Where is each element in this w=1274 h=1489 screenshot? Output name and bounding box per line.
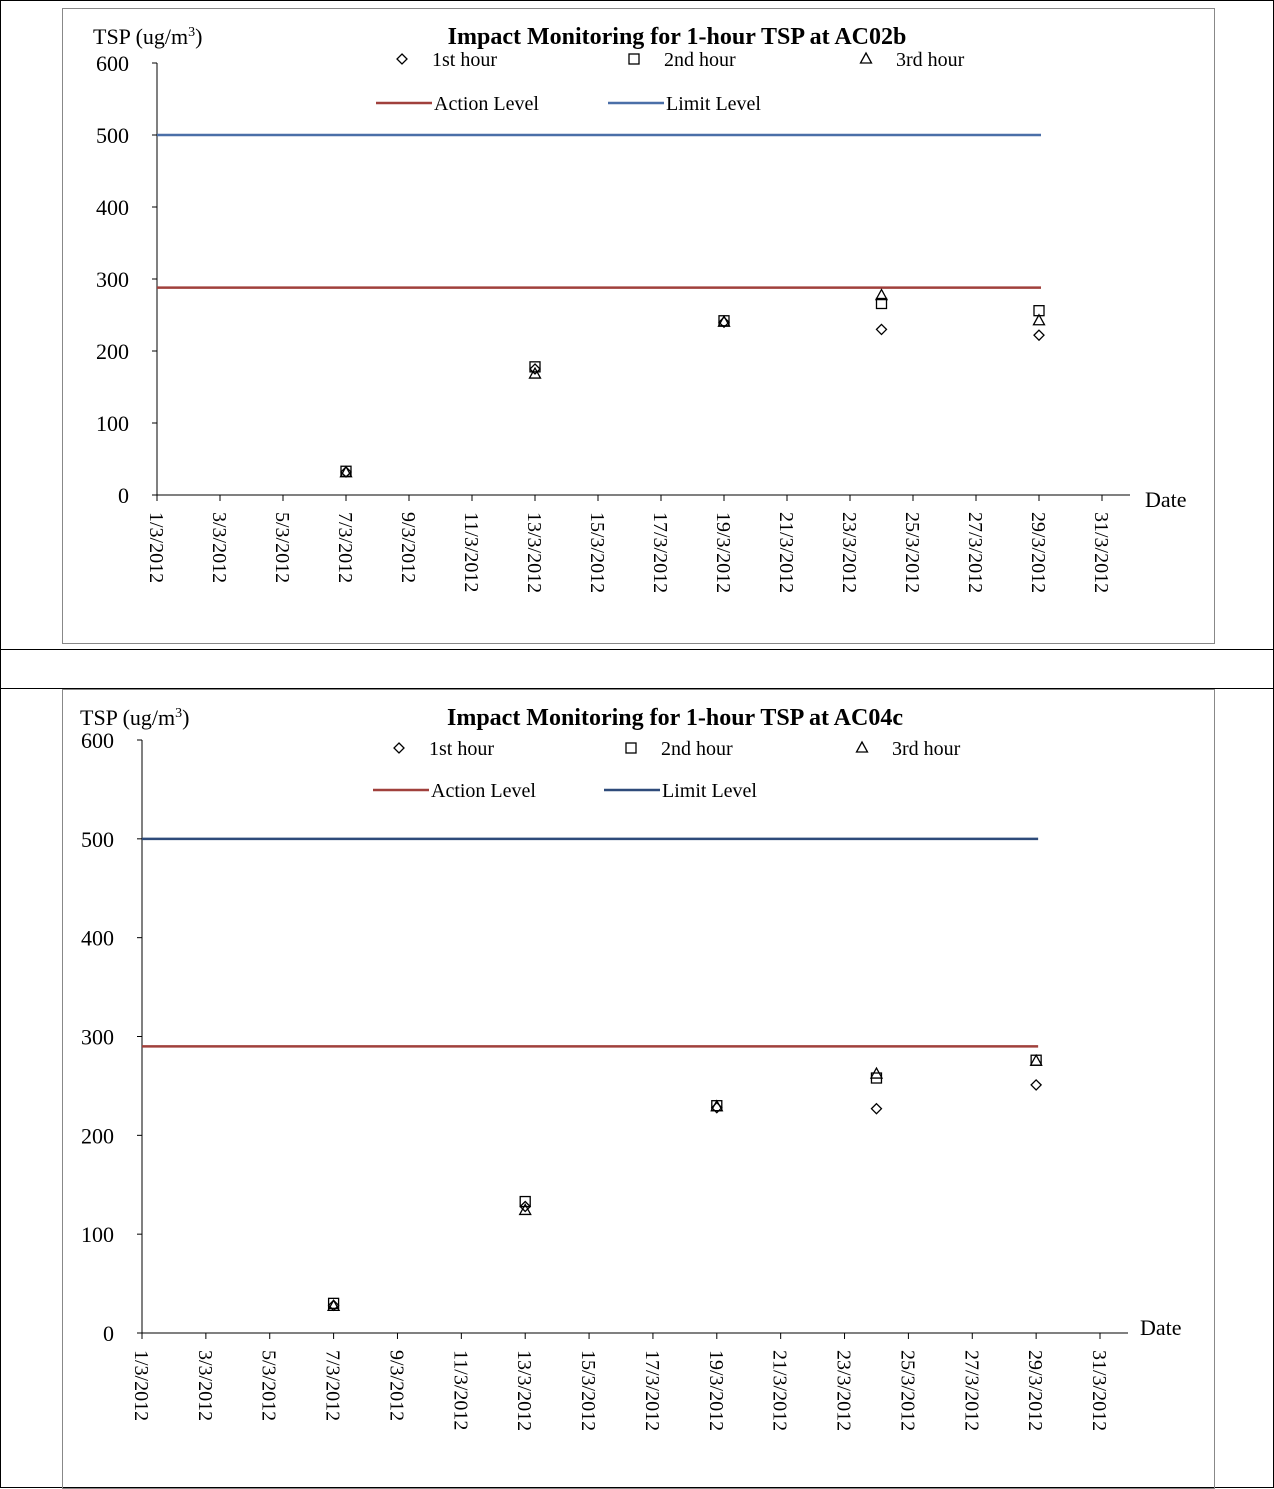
y-axis-label: TSP (ug/m3) [80,705,189,730]
x-tick-label: 27/3/2012 [964,512,986,593]
y-tick-label: 500 [96,123,129,148]
legend-marker-triangle [855,740,869,753]
data-point-triangle [327,1298,341,1311]
legend-label: 1st hour [429,738,494,760]
legend-label: Action Level [434,93,539,115]
y-tick-label: 200 [96,339,129,364]
legend-label: 2nd hour [661,738,733,760]
data-point-diamond [875,323,888,336]
x-tick-label: 3/3/2012 [208,512,230,583]
data-point-diamond [870,1102,883,1115]
x-tick-label: 29/3/2012 [1024,1350,1046,1431]
data-point-triangle [1032,313,1046,326]
x-tick-label: 29/3/2012 [1027,512,1049,593]
legend-marker-square [625,742,637,754]
x-tick-label: 25/3/2012 [896,1350,918,1431]
y-tick-label: 100 [96,411,129,436]
y-tick-label: 600 [96,51,129,76]
data-point-triangle [1029,1053,1043,1066]
x-tick-label: 15/3/2012 [586,512,608,593]
x-tick-label: 1/3/2012 [145,512,167,583]
y-tick-label: 0 [118,483,129,508]
legend-marker-square [628,53,640,65]
x-tick-label: 5/3/2012 [271,512,293,583]
legend-label: Action Level [431,780,536,802]
legend-marker-diamond [396,53,408,65]
data-point-triangle [518,1203,532,1216]
x-tick-label: 13/3/2012 [523,512,545,593]
legend-label: 2nd hour [664,49,736,71]
data-point-triangle [717,314,731,327]
data-point-square [1030,1054,1042,1066]
x-tick-label: 21/3/2012 [769,1350,791,1431]
x-tick-label: 25/3/2012 [901,512,923,593]
y-tick-label: 300 [96,267,129,292]
data-point-triangle [528,366,542,379]
legend-label: Limit Level [662,780,757,802]
data-point-diamond [1033,329,1045,342]
x-tick-label: 17/3/2012 [641,1350,663,1431]
x-tick-label: 7/3/2012 [334,512,356,583]
x-tick-label: 21/3/2012 [775,512,797,593]
legend-label: Limit Level [666,93,761,115]
data-point-square [529,361,541,373]
data-point-diamond [1030,1079,1043,1091]
chart-frame-1 [62,8,1215,644]
x-tick-label: 19/3/2012 [705,1350,727,1431]
x-tick-label: 5/3/2012 [258,1350,280,1421]
chart-2: Impact Monitoring for 1-hour TSP at AC04… [80,705,1182,1431]
data-point-triangle [869,1066,884,1079]
x-tick-label: 23/3/2012 [838,512,860,593]
data-point-square [519,1195,531,1208]
x-axis-label: Date [1145,487,1187,512]
x-tick-label: 17/3/2012 [649,512,671,593]
legend-label: 3rd hour [896,49,965,71]
y-tick-label: 0 [103,1321,114,1346]
data-point-triangle [339,465,353,478]
x-tick-label: 27/3/2012 [960,1350,982,1431]
y-tick-label: 200 [81,1123,114,1148]
legend-label: 3rd hour [892,738,961,760]
x-tick-label: 9/3/2012 [397,512,419,583]
x-tick-label: 3/3/2012 [194,1350,216,1421]
y-tick-label: 400 [96,195,129,220]
x-tick-label: 15/3/2012 [577,1350,599,1431]
data-point-square [327,1297,340,1309]
x-tick-label: 11/3/2012 [460,512,482,592]
chart-1: Impact Monitoring for 1-hour TSP at AC02… [93,24,1187,593]
x-tick-label: 7/3/2012 [322,1350,344,1421]
x-axis-label: Date [1140,1315,1182,1340]
y-tick-label: 600 [81,728,114,753]
chart-title: Impact Monitoring for 1-hour TSP at AC02… [448,24,907,50]
x-tick-label: 9/3/2012 [385,1350,407,1421]
x-tick-label: 31/3/2012 [1090,512,1112,593]
x-tick-label: 19/3/2012 [712,512,734,593]
chart-title: Impact Monitoring for 1-hour TSP at AC04… [447,705,903,731]
legend-marker-triangle [859,51,873,64]
legend-label: 1st hour [432,49,497,71]
y-tick-label: 100 [81,1222,114,1247]
x-tick-label: 13/3/2012 [513,1350,535,1431]
legend-marker-diamond [393,742,405,754]
x-tick-label: 23/3/2012 [833,1350,855,1431]
y-axis-label: TSP (ug/m3) [93,24,202,49]
data-point-triangle [710,1099,724,1112]
x-tick-label: 11/3/2012 [449,1350,471,1430]
y-tick-label: 300 [81,1025,114,1050]
y-tick-label: 500 [81,827,114,852]
x-tick-label: 31/3/2012 [1088,1350,1110,1431]
data-point-square [875,297,888,310]
data-point-triangle [874,288,889,301]
y-tick-label: 400 [81,926,114,951]
x-tick-label: 1/3/2012 [130,1350,152,1421]
